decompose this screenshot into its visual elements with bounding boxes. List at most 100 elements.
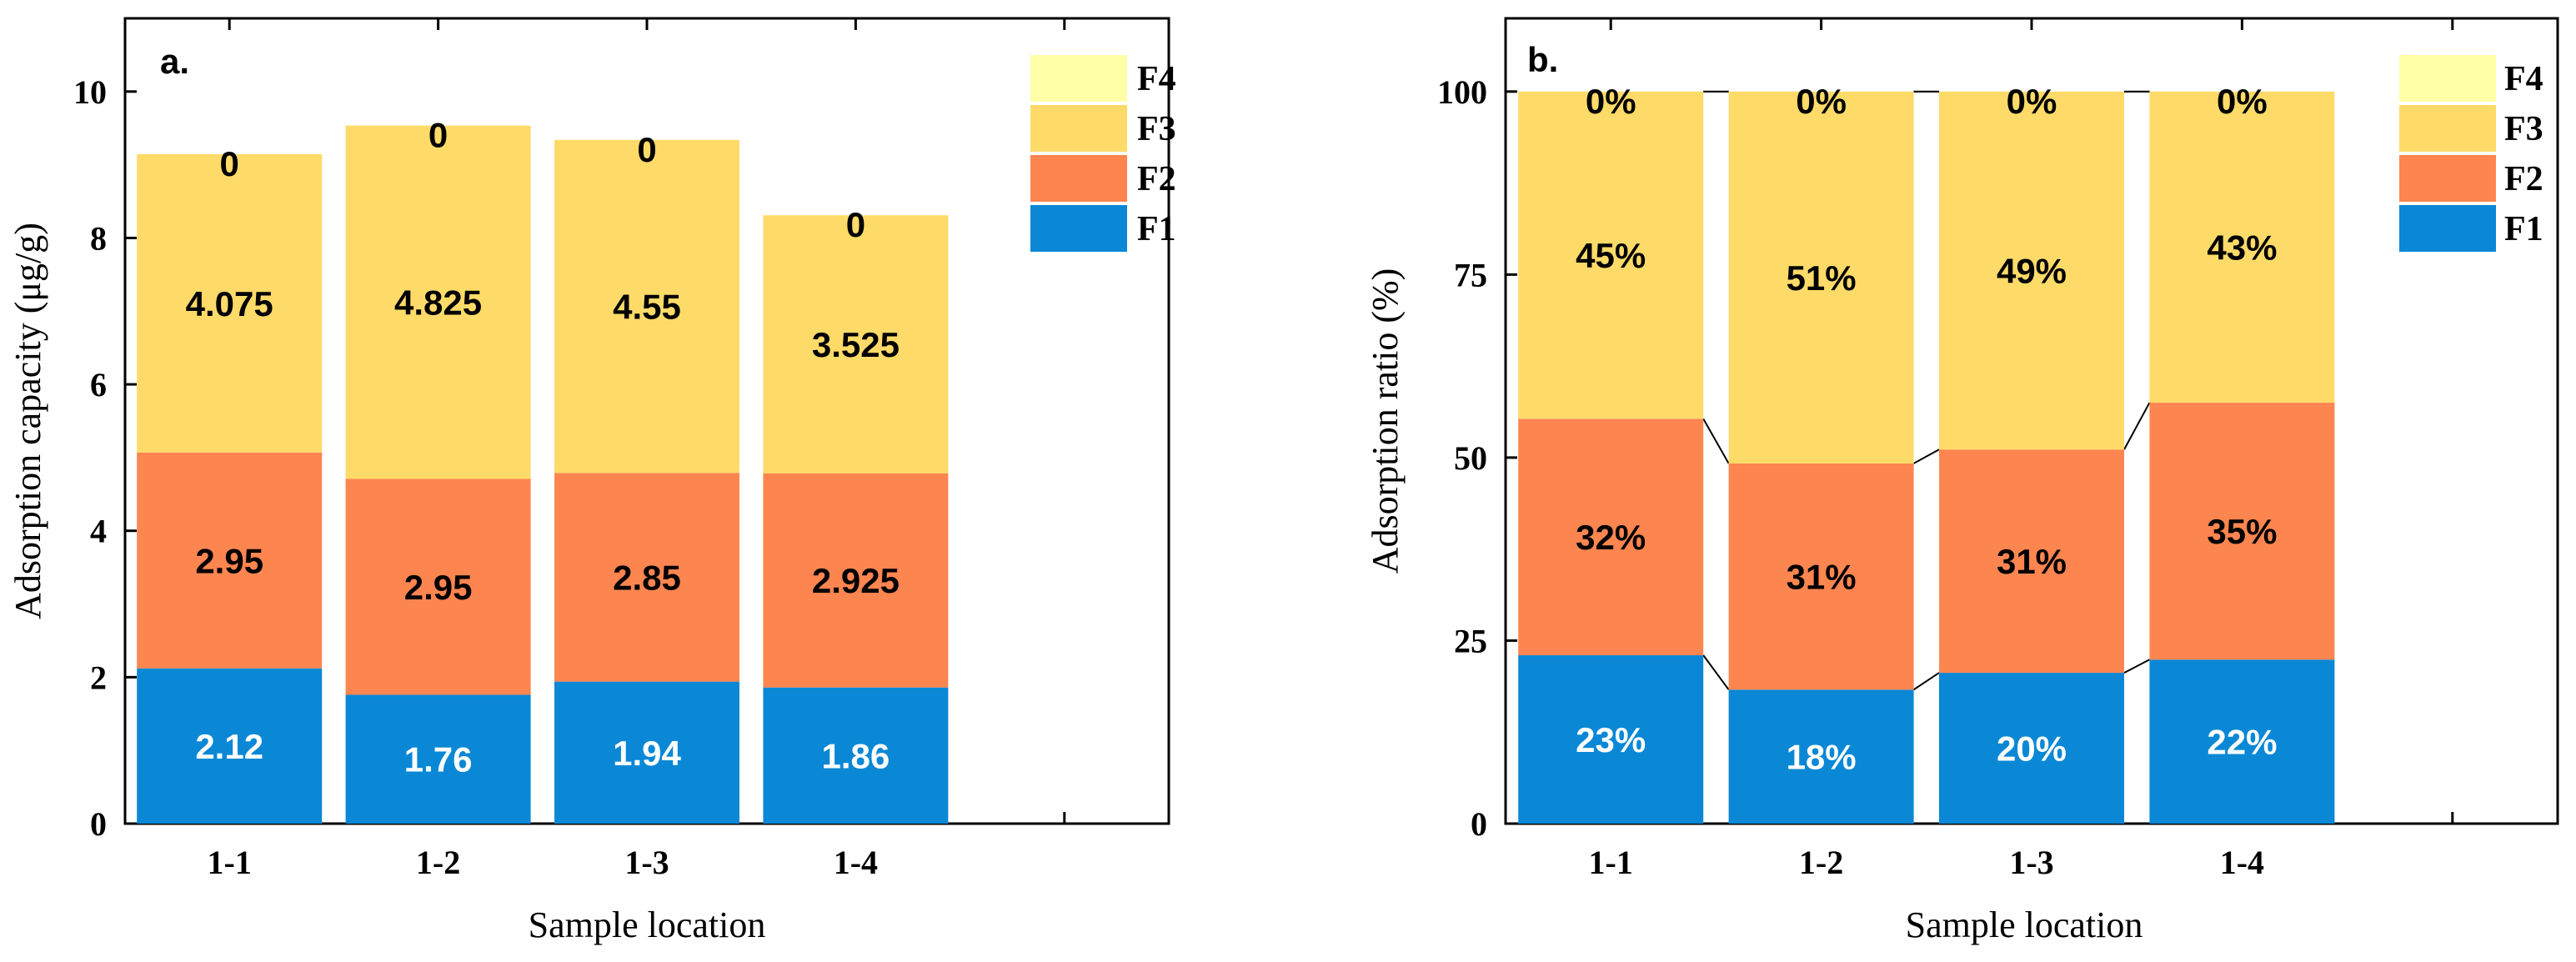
data-label-f1: 18%: [1787, 738, 1857, 777]
y-tick-label: 2: [90, 659, 107, 696]
panel-a-x-axis-title: Sample location: [529, 904, 766, 945]
bar-f3: [1728, 91, 1914, 463]
bar-f2: [763, 473, 949, 688]
y-tick-label: 10: [73, 73, 107, 111]
panel-b-y-axis-title: Adsorption ratio (%): [1365, 268, 1406, 574]
panel-b-label: b.: [1527, 40, 1558, 79]
bar-f1: [2149, 659, 2335, 824]
panel-b-bars: [1518, 91, 2335, 824]
x-tick-label: 1-1: [208, 844, 252, 881]
data-label-f1: 20%: [1997, 729, 2067, 769]
bar-f3: [554, 139, 739, 473]
bar-f3: [1939, 91, 2124, 450]
connector-line-f1: [2123, 659, 2150, 674]
bar-f1: [554, 681, 739, 824]
bar-f2: [554, 473, 739, 682]
data-label-f2: 2.925: [812, 561, 900, 600]
x-tick-label: 1-3: [2009, 844, 2053, 881]
data-label-f4: 0%: [1796, 82, 1847, 121]
bar-f1: [1939, 673, 2124, 824]
bar-f3: [1518, 91, 1704, 419]
bar-f2: [1939, 449, 2124, 674]
legend-label-f1: F1: [2504, 210, 2543, 248]
connector-line-f2: [2123, 402, 2151, 450]
connector-line-f1: [1913, 672, 1940, 691]
legend-label-f3: F3: [1137, 110, 1176, 148]
x-tick-label: 1-2: [1799, 844, 1843, 881]
data-label-f1: 1.94: [613, 734, 681, 773]
data-label-f3: 4.825: [394, 283, 482, 323]
x-tick-label: 1-1: [1589, 844, 1633, 881]
data-label-f1: 1.76: [404, 740, 473, 779]
data-label-f3: 4.55: [613, 288, 681, 327]
data-label-f2: 2.85: [613, 558, 681, 597]
legend-swatch-f2: [1030, 155, 1127, 202]
data-label-f4: 0%: [2217, 82, 2268, 121]
legend-swatch-f4: [1030, 55, 1127, 102]
panel-b-connectors: [1702, 90, 2151, 691]
data-label-f4: 0%: [2007, 82, 2057, 121]
data-label-f1: 2.12: [195, 727, 263, 766]
bar-f1: [137, 668, 323, 824]
data-label-f3: 43%: [2207, 228, 2277, 267]
data-label-f3: 51%: [1787, 258, 1857, 298]
legend-swatch-f1: [2399, 205, 2496, 252]
panel-a-bar-labels: 2.12 1.76 1.94 1.86 2.95 2.95 2.85 2.925 4.075 4.…: [186, 116, 900, 779]
data-label-f2: 32%: [1576, 518, 1646, 557]
connector-line-f1: [1702, 654, 1730, 690]
legend-swatch-f2: [2399, 155, 2496, 202]
data-label-f2: 2.95: [195, 541, 263, 580]
data-label-f4: 0: [637, 130, 656, 169]
panel-b-y-ticks: 0 25 50 75 100 1-1 1-2 1-3 1-4: [1437, 18, 2454, 881]
legend-label-f2: F2: [2504, 160, 2543, 198]
legend-label-f1: F1: [1137, 210, 1176, 248]
data-label-f4: 0: [846, 205, 865, 244]
y-tick-label: 0: [90, 805, 107, 843]
data-label-f3: 4.075: [186, 284, 273, 323]
data-label-f1: 1.86: [822, 736, 890, 775]
panel-a-legend: F4 F3 F2 F1: [1030, 55, 1176, 252]
x-tick-label: 1-3: [624, 844, 669, 881]
data-label-f3: 45%: [1576, 236, 1646, 275]
connector-line-f2: [1913, 448, 1940, 464]
bar-f1: [763, 687, 949, 824]
y-tick-label: 0: [1471, 805, 1487, 843]
legend-label-f3: F3: [2504, 110, 2543, 148]
bar-f2: [137, 452, 323, 669]
panel-b-chart: 0 25 50 75 100 1-1 1-2 1-3 1-4 23% 18% 20% 22% 32% 31…: [1365, 17, 2559, 945]
data-label-f2: 31%: [1997, 542, 2067, 581]
bar-f2: [1518, 418, 1704, 656]
x-tick-label: 1-4: [2220, 844, 2264, 881]
y-tick-label: 4: [90, 513, 107, 550]
bar-f2: [1728, 463, 1914, 690]
panel-a-label: a.: [160, 42, 189, 81]
data-label-f4: 0: [220, 144, 239, 183]
legend-swatch-f3: [1030, 105, 1127, 152]
y-tick-label: 25: [1454, 622, 1487, 659]
connector-line-f2: [1702, 418, 1730, 464]
panel-a-chart: 0 2 4 6 8 10 1-1 1-2 1-3 1-4 2.12 1.76 1.94 1.86 2.95…: [8, 17, 1176, 945]
y-tick-label: 8: [90, 219, 107, 257]
data-label-f1: 23%: [1576, 720, 1646, 759]
data-label-f1: 22%: [2207, 723, 2277, 762]
panel-a-bars: [137, 125, 949, 824]
y-tick-label: 100: [1437, 73, 1487, 111]
data-label-f2: 2.95: [404, 568, 473, 607]
y-tick-label: 50: [1454, 439, 1487, 477]
legend-label-f4: F4: [2504, 60, 2543, 98]
panel-a-y-axis-title: Adsorption capacity (μg/g): [8, 223, 48, 619]
panel-b-bar-labels: 23% 18% 20% 22% 32% 31% 31% 35% 45% 51% 49% 43% 0% 0%…: [1576, 82, 2277, 777]
data-label-f2: 31%: [1787, 558, 1857, 597]
y-tick-label: 6: [90, 366, 107, 403]
bar-f2: [345, 478, 531, 695]
bar-f3: [345, 125, 531, 479]
data-label-f2: 35%: [2207, 512, 2277, 551]
bar-f3: [137, 153, 323, 453]
bar-f3: [2149, 91, 2335, 403]
panel-b-x-axis-title: Sample location: [1906, 904, 2143, 945]
bar-f1: [1728, 689, 1914, 824]
bar-f2: [2149, 403, 2335, 660]
data-label-f3: 49%: [1997, 252, 2067, 291]
panel-b-legend: F4 F3 F2 F1: [2399, 55, 2543, 252]
